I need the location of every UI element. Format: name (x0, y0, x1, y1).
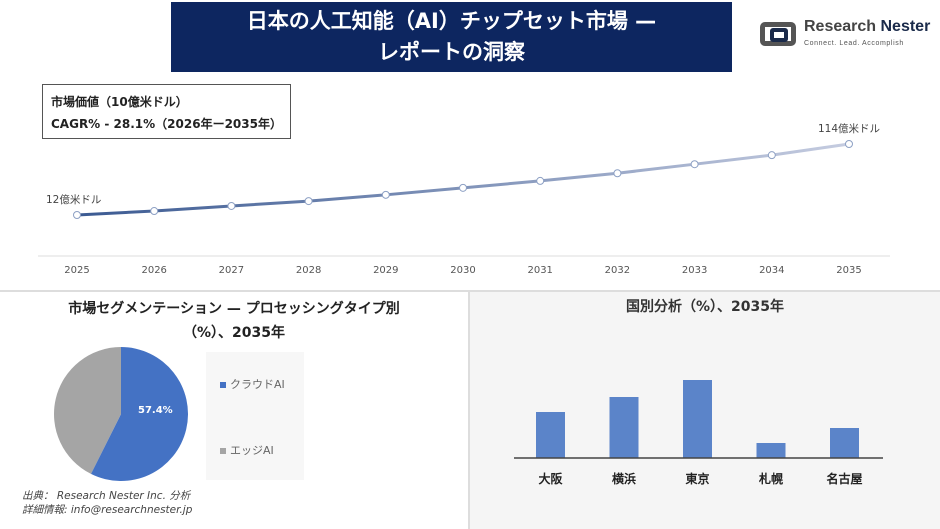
logo-name-part-2: Nester (880, 18, 931, 35)
pie-slice-1 (54, 347, 121, 474)
x-tick-2029: 2029 (373, 265, 398, 276)
data-point-2034 (767, 151, 776, 160)
segment-pie-chart: 57.4% (54, 347, 188, 481)
cagr-label: CAGR% - 28.1%（2026年ー2035年） (51, 117, 282, 131)
bar-横浜 (609, 397, 639, 458)
start-value-label: 12億米ドル (46, 193, 101, 206)
x-label-横浜: 横浜 (612, 471, 636, 486)
page-title: 日本の人工知能（AI）チップセット市場 — レポートの洞察 (171, 2, 732, 72)
data-point-2026 (150, 207, 159, 216)
logo-name-part-1: Research (804, 18, 881, 35)
logo-tagline: Connect. Lead. Accomplish (804, 40, 904, 47)
x-tick-2034: 2034 (759, 265, 784, 276)
legend-item-edge: エッジAI (220, 444, 274, 458)
logo-mark-icon (760, 22, 796, 46)
bar-chart-title: 国別分析（%）、2035年 (626, 299, 784, 315)
data-point-2031 (536, 176, 545, 185)
x-tick-2026: 2026 (141, 265, 166, 276)
pie-data-label: 57.4% (138, 405, 173, 416)
legend-swatch-edge (220, 448, 226, 454)
bar-大阪 (536, 412, 565, 458)
source-note: 出典： Research Nester Inc. 分析 詳細情報: info@r… (22, 489, 192, 517)
pie-legend: クラウドAI エッジAI (206, 352, 304, 480)
series-line (76, 142, 850, 217)
pie-title-line-1: 市場セグメンテーション — プロセッシングタイプ別 (68, 301, 400, 317)
research-nester-logo: Research Nester Connect. Lead. Accomplis… (758, 18, 933, 52)
bar-名古屋 (830, 428, 859, 458)
legend-item-cloud: クラウドAI (220, 378, 285, 392)
market-info-box: 市場価値（10億米ドル） CAGR% - 28.1%（2026年ー2035年） (42, 84, 291, 139)
x-tick-2032: 2032 (605, 265, 630, 276)
legend-label-edge: エッジAI (230, 444, 274, 457)
end-value-label: 114億米ドル (818, 122, 880, 135)
data-point-2028 (304, 197, 313, 206)
bar-札幌 (756, 443, 786, 458)
data-point-2029 (381, 190, 390, 199)
x-tick-2027: 2027 (219, 265, 244, 276)
market-line-chart: 2025 2026 2027 2028 2029 2030 2031 2032 2033 2034… (38, 122, 890, 276)
legend-label-cloud: クラウドAI (230, 378, 285, 391)
logo-name: Research Nester (804, 18, 930, 36)
market-value-label: 市場価値（10億米ドル） (51, 95, 188, 109)
divider-horizontal (0, 290, 940, 292)
x-tick-2035: 2035 (836, 265, 861, 276)
region-bar-chart: 大阪 横浜 東京 札幌 名古屋 (514, 380, 883, 486)
x-tick-2025: 2025 (64, 265, 89, 276)
title-line-2: レポートの洞察 (378, 40, 525, 64)
data-point-2025 (73, 211, 81, 219)
x-label-名古屋: 名古屋 (826, 471, 862, 486)
contact-line: 詳細情報: info@researchnester.jp (22, 504, 193, 516)
title-line-1: 日本の人工知能（AI）チップセット市場 — (246, 9, 657, 33)
x-tick-2028: 2028 (296, 265, 321, 276)
data-point-2035 (845, 140, 853, 149)
divider-vertical (468, 290, 470, 529)
pie-slice-0 (90, 347, 188, 481)
data-point-2030 (459, 183, 467, 192)
x-label-札幌: 札幌 (758, 471, 783, 486)
x-tick-2030: 2030 (450, 265, 475, 276)
data-point-2032 (613, 169, 622, 178)
bar-東京 (683, 380, 712, 458)
pie-chart-title: 市場セグメンテーション — プロセッシングタイプ別 （%）、2035年 (0, 297, 468, 345)
x-tick-2033: 2033 (682, 265, 707, 276)
data-point-2033 (690, 160, 699, 169)
x-label-東京: 東京 (685, 471, 709, 486)
legend-swatch-cloud (220, 382, 226, 388)
x-tick-2031: 2031 (527, 265, 552, 276)
source-line: 出典： Research Nester Inc. 分析 (22, 490, 191, 502)
data-point-2027 (227, 201, 236, 210)
x-label-大阪: 大阪 (538, 471, 563, 486)
logo-mark-inner-icon (770, 28, 788, 42)
pie-title-line-2: （%）、2035年 (183, 325, 285, 341)
